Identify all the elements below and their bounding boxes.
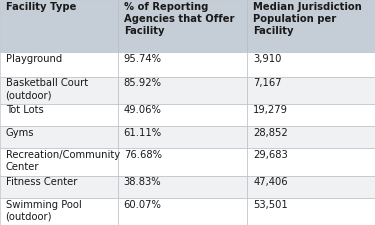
Bar: [0, 76, 118, 104]
Bar: [0, 126, 118, 148]
Bar: [248, 126, 375, 148]
Text: 38.83%: 38.83%: [124, 177, 161, 187]
Bar: [0, 0, 118, 52]
Text: % of Reporting
Agencies that Offer
Facility: % of Reporting Agencies that Offer Facil…: [124, 2, 234, 36]
Text: 61.11%: 61.11%: [124, 128, 162, 138]
Text: 47,406: 47,406: [253, 177, 288, 187]
Bar: [0, 148, 118, 176]
Bar: [118, 148, 248, 176]
Text: 76.68%: 76.68%: [124, 150, 162, 160]
Text: Basketball Court
(outdoor): Basketball Court (outdoor): [6, 78, 88, 100]
Bar: [118, 198, 248, 225]
Bar: [118, 0, 248, 52]
Bar: [248, 198, 375, 225]
Text: Tot Lots: Tot Lots: [6, 106, 44, 115]
Text: Median Jurisdiction
Population per
Facility: Median Jurisdiction Population per Facil…: [253, 2, 362, 36]
Text: 19,279: 19,279: [253, 106, 288, 115]
Text: 53,501: 53,501: [253, 200, 288, 210]
Bar: [248, 104, 375, 126]
Text: 60.07%: 60.07%: [124, 200, 162, 210]
Bar: [248, 0, 375, 52]
Bar: [0, 198, 118, 225]
Text: Gyms: Gyms: [6, 128, 34, 138]
Bar: [0, 176, 118, 198]
Text: 85.92%: 85.92%: [124, 78, 162, 88]
Text: 29,683: 29,683: [253, 150, 288, 160]
Text: 28,852: 28,852: [253, 128, 288, 138]
Bar: [248, 148, 375, 176]
Bar: [118, 52, 248, 76]
Text: Fitness Center: Fitness Center: [6, 177, 77, 187]
Text: 95.74%: 95.74%: [124, 54, 162, 64]
Text: 7,167: 7,167: [253, 78, 282, 88]
Bar: [118, 104, 248, 126]
Bar: [0, 104, 118, 126]
Bar: [248, 52, 375, 76]
Text: Playground: Playground: [6, 54, 62, 64]
Bar: [118, 76, 248, 104]
Bar: [248, 176, 375, 198]
Bar: [0, 52, 118, 76]
Text: Recreation/Community
Center: Recreation/Community Center: [6, 150, 120, 172]
Text: 49.06%: 49.06%: [124, 106, 162, 115]
Text: Swimming Pool
(outdoor): Swimming Pool (outdoor): [6, 200, 81, 222]
Bar: [248, 76, 375, 104]
Text: Facility Type: Facility Type: [6, 2, 76, 12]
Bar: [118, 176, 248, 198]
Text: 3,910: 3,910: [253, 54, 282, 64]
Bar: [118, 126, 248, 148]
